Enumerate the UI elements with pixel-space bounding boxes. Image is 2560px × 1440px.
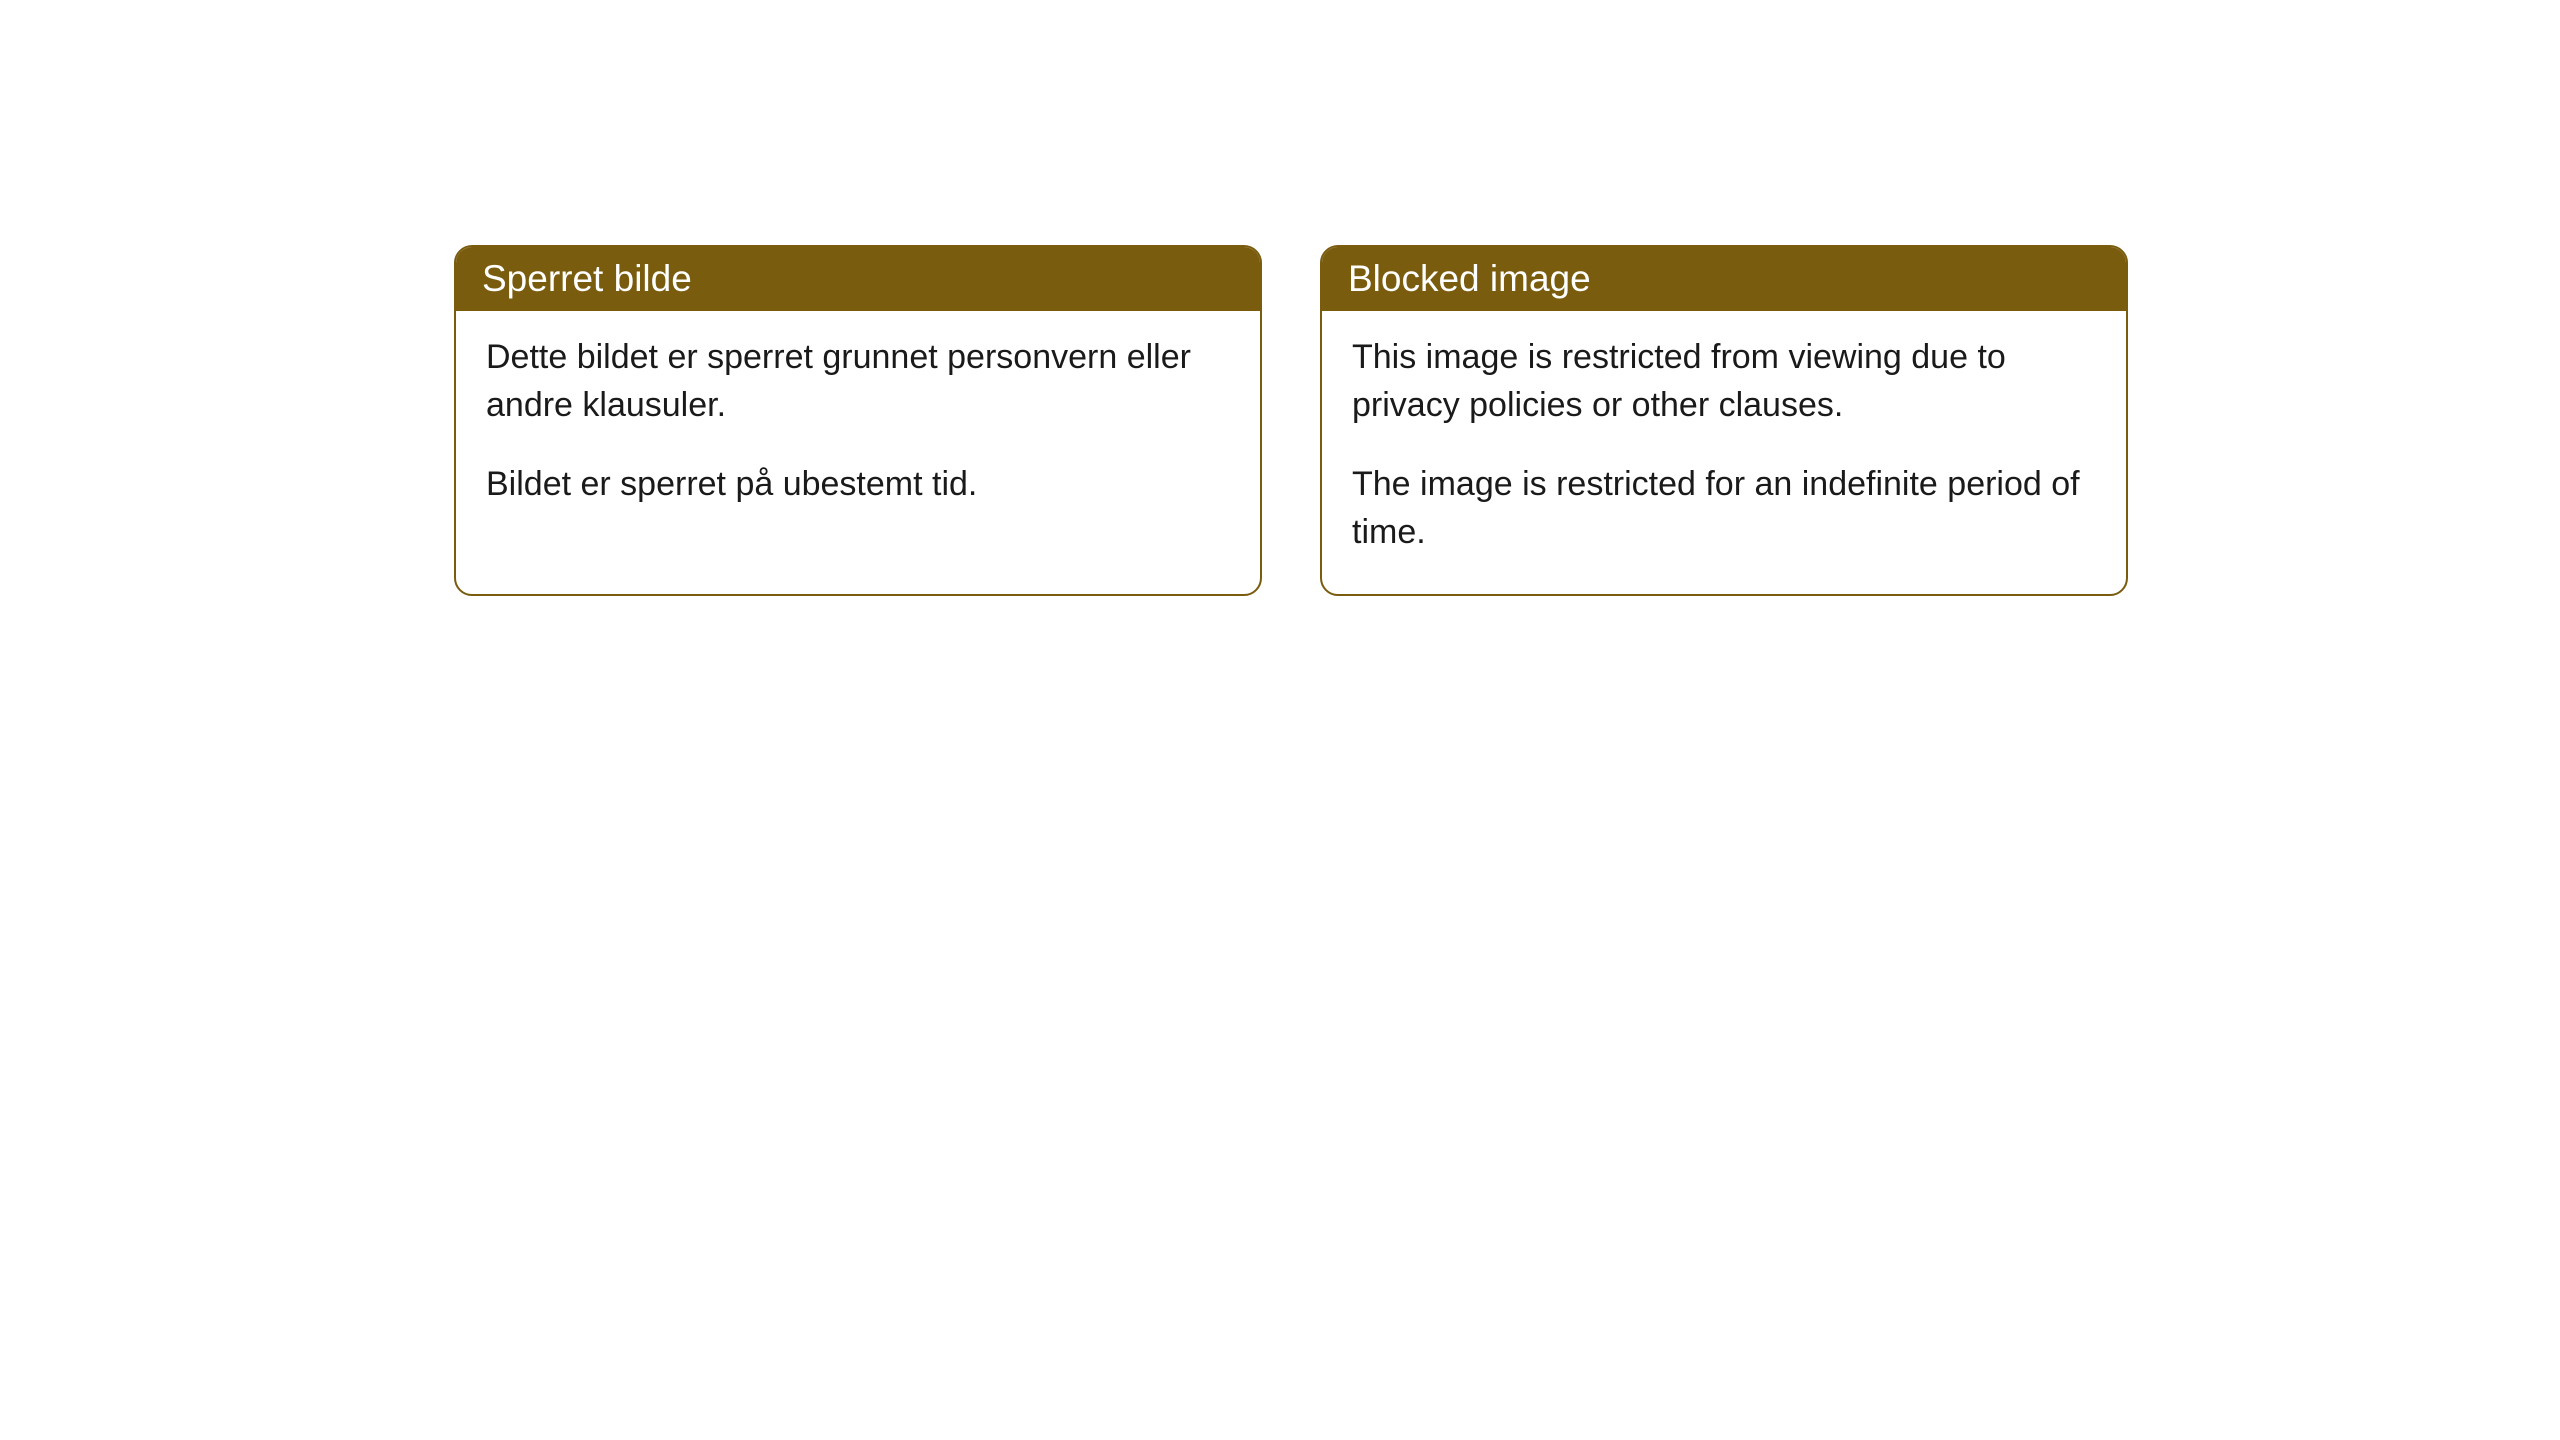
card-norwegian: Sperret bilde Dette bildet er sperret gr…: [454, 245, 1262, 596]
card-paragraph-2: Bildet er sperret på ubestemt tid.: [486, 460, 1230, 508]
card-header-english: Blocked image: [1322, 247, 2126, 311]
card-english: Blocked image This image is restricted f…: [1320, 245, 2128, 596]
card-paragraph-1: Dette bildet er sperret grunnet personve…: [486, 333, 1230, 430]
card-header-norwegian: Sperret bilde: [456, 247, 1260, 311]
card-paragraph-1: This image is restricted from viewing du…: [1352, 333, 2096, 430]
card-paragraph-2: The image is restricted for an indefinit…: [1352, 460, 2096, 557]
card-body-english: This image is restricted from viewing du…: [1322, 311, 2126, 594]
card-body-norwegian: Dette bildet er sperret grunnet personve…: [456, 311, 1260, 546]
cards-container: Sperret bilde Dette bildet er sperret gr…: [454, 245, 2560, 596]
